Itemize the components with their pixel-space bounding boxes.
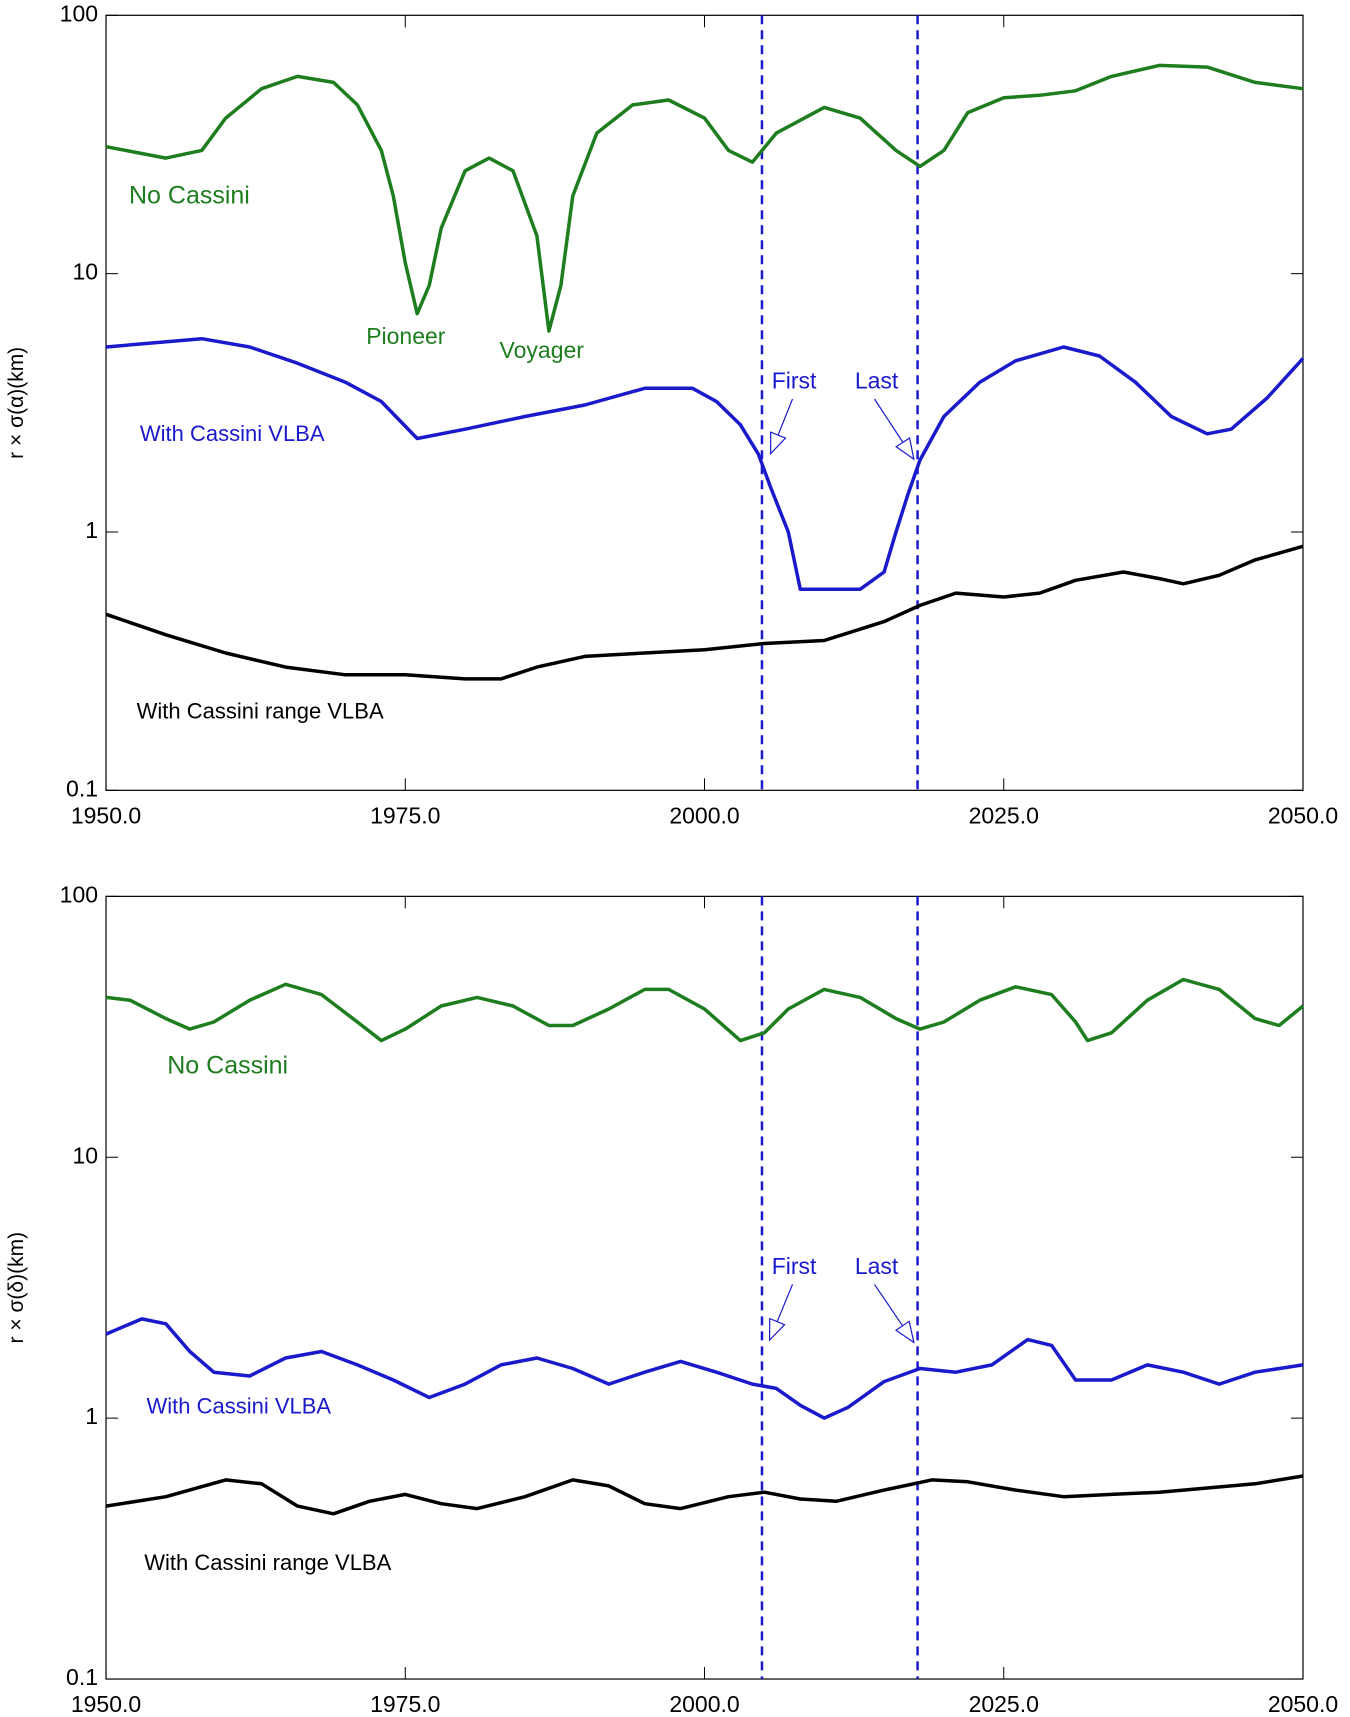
arrow-shaft — [873, 1284, 904, 1327]
arrow-head — [894, 1320, 915, 1344]
arrow-shaft — [873, 398, 904, 443]
x-tick-label: 1950.0 — [71, 1691, 141, 1717]
arrow-shaft — [777, 398, 794, 436]
plot-frame — [105, 14, 1304, 791]
y-axis-label: r × σ(δ)(km) — [5, 1232, 28, 1344]
series-label: No Cassini — [167, 1051, 288, 1079]
y-tick-label: 100 — [60, 0, 98, 26]
x-tick-label: 2000.0 — [669, 802, 739, 828]
y-tick-label: 10 — [72, 259, 98, 285]
arrow-head — [770, 431, 787, 456]
annotation: First — [772, 368, 817, 394]
series-line — [105, 1474, 1304, 1516]
arrow-head — [895, 437, 915, 461]
y-tick-label: 1 — [85, 517, 98, 543]
series-line — [105, 544, 1304, 681]
x-tick-label: 2000.0 — [669, 1691, 739, 1717]
series-label: With Cassini VLBA — [146, 1394, 331, 1419]
y-tick-label: 0.1 — [66, 1664, 98, 1690]
x-tick-label: 2025.0 — [969, 802, 1039, 828]
y-tick-label: 0.1 — [66, 775, 98, 801]
series-label: With Cassini VLBA — [140, 421, 325, 446]
annotation: Voyager — [500, 337, 585, 363]
annotation: Pioneer — [366, 323, 446, 349]
x-tick-label: 1975.0 — [370, 1691, 440, 1717]
x-tick-label: 2050.0 — [1268, 802, 1338, 828]
series-line — [105, 63, 1304, 333]
arrow-shaft — [776, 1284, 794, 1322]
series-label: With Cassini range VLBA — [137, 699, 384, 724]
series-line — [105, 1317, 1304, 1420]
series-label: With Cassini range VLBA — [144, 1550, 391, 1575]
x-tick-label: 2050.0 — [1268, 1691, 1338, 1717]
annotation: First — [772, 1253, 817, 1279]
series-line — [105, 977, 1305, 1043]
y-tick-label: 10 — [72, 1142, 98, 1168]
x-tick-label: 2025.0 — [969, 1691, 1039, 1717]
series-label: No Cassini — [129, 181, 250, 209]
x-tick-label: 1975.0 — [370, 802, 440, 828]
y-tick-label: 100 — [60, 881, 98, 907]
annotation: Last — [855, 1253, 899, 1279]
arrow-head — [768, 1317, 786, 1342]
series-line — [105, 336, 1305, 592]
annotation: Last — [855, 368, 899, 394]
y-tick-label: 1 — [85, 1403, 98, 1429]
x-tick-label: 1950.0 — [71, 802, 141, 828]
y-axis-label: r × σ(α)(km) — [5, 347, 28, 459]
